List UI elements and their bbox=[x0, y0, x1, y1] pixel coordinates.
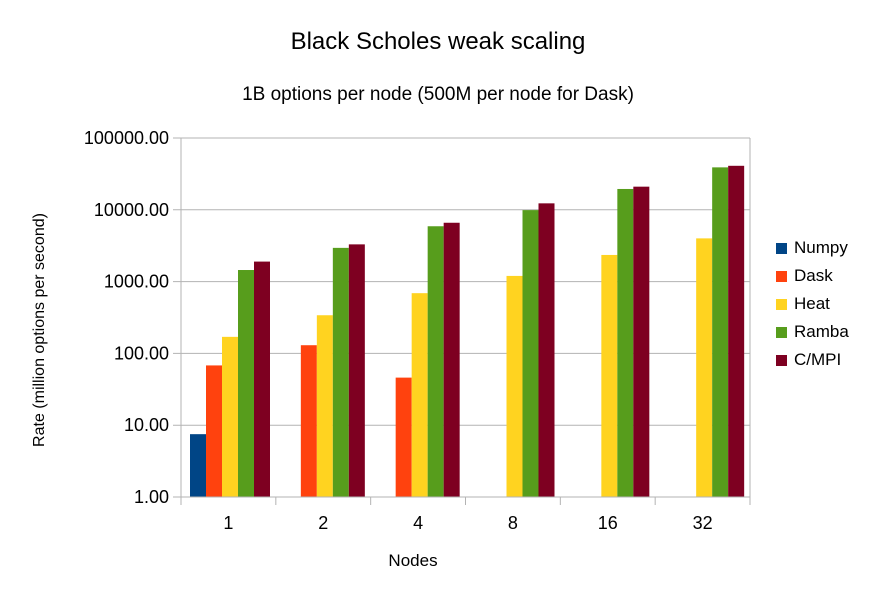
bar-heat-16 bbox=[601, 254, 618, 497]
y-tick-label: 100.00 bbox=[114, 343, 169, 363]
bar-c-mpi-16 bbox=[633, 186, 650, 497]
legend-item-c-mpi: C/MPI bbox=[776, 346, 849, 374]
bar-c-mpi-32 bbox=[728, 165, 745, 497]
chart-subtitle: 1B options per node (500M per node for D… bbox=[242, 84, 634, 105]
legend-label: Dask bbox=[794, 266, 833, 285]
legend-swatch bbox=[776, 354, 787, 366]
legend-swatch bbox=[776, 270, 787, 282]
legend-swatch bbox=[776, 298, 787, 310]
bar-dask-1 bbox=[206, 365, 222, 497]
x-tick-label: 1 bbox=[223, 513, 233, 533]
y-tick-label: 10.00 bbox=[124, 415, 169, 435]
bar-heat-32 bbox=[696, 238, 713, 498]
bar-ramba-32 bbox=[712, 167, 729, 497]
bar-dask-2 bbox=[300, 345, 317, 497]
legend-item-numpy: Numpy bbox=[776, 234, 849, 262]
legend-swatch bbox=[776, 242, 787, 254]
chart-title: Black Scholes weak scaling bbox=[290, 28, 586, 55]
bar-ramba-4 bbox=[427, 226, 444, 498]
legend-label: Heat bbox=[794, 294, 830, 313]
bar-c-mpi-1 bbox=[254, 261, 270, 497]
legend-label: C/MPI bbox=[794, 350, 842, 369]
bar-c-mpi-4 bbox=[443, 222, 460, 497]
y-tick-label: 1.00 bbox=[134, 487, 169, 507]
x-axis-label: Nodes bbox=[388, 551, 438, 570]
x-tick-label: 16 bbox=[598, 513, 618, 533]
bar-heat-1 bbox=[222, 336, 238, 497]
x-tick-label: 4 bbox=[413, 513, 423, 533]
legend-item-ramba: Ramba bbox=[776, 318, 849, 346]
bar-heat-4 bbox=[411, 293, 428, 497]
legend-item-dask: Dask bbox=[776, 262, 849, 290]
y-tick-label: 1000.00 bbox=[104, 272, 169, 292]
legend-swatch bbox=[776, 326, 787, 338]
legend: Numpy Dask Heat Ramba C/MPI bbox=[776, 234, 849, 374]
x-tick-label: 32 bbox=[693, 513, 713, 533]
bar-heat-2 bbox=[316, 315, 333, 497]
bar-dask-4 bbox=[395, 377, 412, 497]
bar-ramba-1 bbox=[238, 270, 254, 497]
bar-heat-8 bbox=[506, 275, 523, 497]
bar-ramba-8 bbox=[522, 210, 539, 497]
bar-ramba-2 bbox=[332, 247, 349, 497]
y-tick-label: 100000.00 bbox=[84, 128, 169, 148]
legend-label: Numpy bbox=[794, 238, 848, 257]
bar-c-mpi-2 bbox=[348, 244, 365, 497]
y-tick-label: 10000.00 bbox=[94, 200, 169, 220]
x-tick-label: 2 bbox=[318, 513, 328, 533]
x-tick-label: 8 bbox=[508, 513, 518, 533]
bar-c-mpi-8 bbox=[538, 203, 555, 497]
bar-ramba-16 bbox=[617, 188, 634, 497]
legend-label: Ramba bbox=[794, 322, 849, 341]
bar-numpy-1 bbox=[190, 434, 206, 497]
legend-item-heat: Heat bbox=[776, 290, 849, 318]
